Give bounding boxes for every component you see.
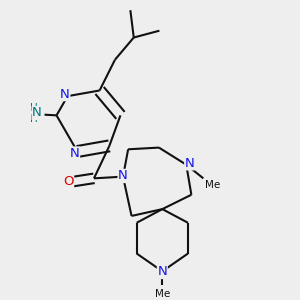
Text: N: N xyxy=(158,266,167,278)
Text: N: N xyxy=(32,106,42,119)
Text: N: N xyxy=(118,169,128,182)
Text: N: N xyxy=(185,157,194,170)
Text: O: O xyxy=(63,175,74,188)
Text: Me: Me xyxy=(155,290,170,299)
Text: H: H xyxy=(30,103,38,112)
Text: N: N xyxy=(70,147,80,160)
Text: Me: Me xyxy=(205,180,220,190)
Text: H: H xyxy=(30,114,38,124)
Text: N: N xyxy=(60,88,70,100)
